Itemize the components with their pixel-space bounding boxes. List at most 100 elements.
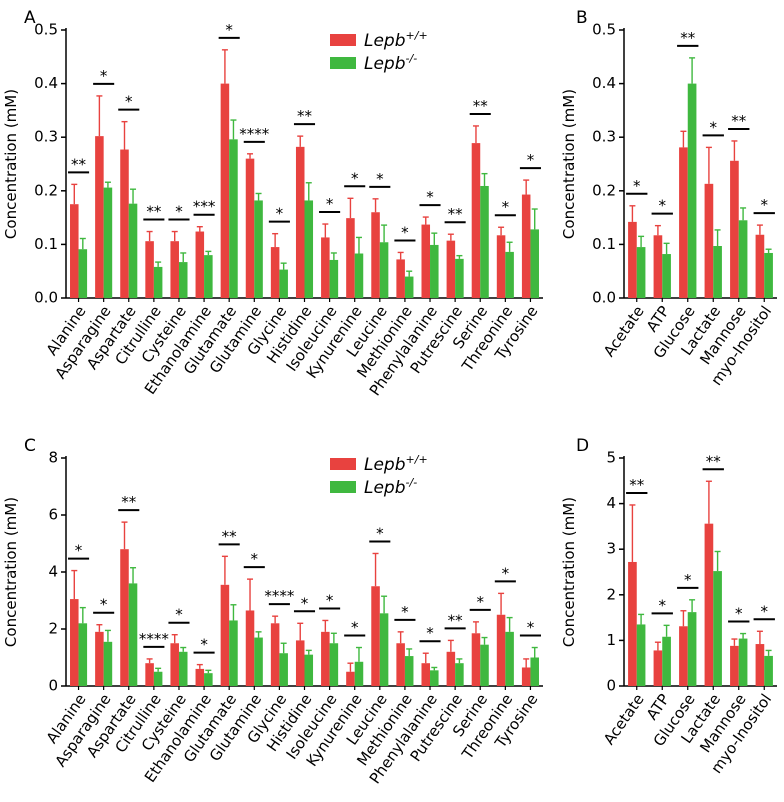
bar-lepb-wt [730,645,739,686]
significance-marker: ** [448,205,464,223]
legend-bottom: Lepb+/+Lepb-/- [330,453,428,498]
y-tick-label: 0.4 [592,74,616,92]
bar-lepb-ko [354,661,364,686]
bar-lepb-ko [430,670,439,686]
bar-lepb-wt [521,667,531,686]
bar-lepb-wt [245,610,255,686]
bar-lepb-ko [204,673,213,686]
legend-swatch-ko [330,57,356,69]
bar-lepb-ko [153,266,163,298]
y-axis-label: Concentration (mM) [2,89,20,239]
bar-lepb-wt [220,584,230,686]
significance-marker: * [351,619,359,637]
significance-marker: * [502,564,510,582]
panel-label: D [576,436,589,456]
bar-lepb-ko [480,644,489,686]
bar-lepb-ko [78,249,88,298]
bar-lepb-wt [245,158,255,298]
bar-lepb-ko [279,269,288,298]
bar-lepb-ko [687,612,697,686]
y-tick-label: 0 [606,677,616,695]
bar-lepb-ko [204,255,213,298]
y-tick-label: 0.0 [34,289,58,307]
significance-marker: ** [731,112,747,130]
bar-lepb-ko [128,203,138,298]
bar-lepb-wt [496,614,506,686]
significance-marker: * [527,619,535,637]
bar-lepb-wt [653,235,663,298]
panel-b: B 0.0 0.1 0.2 0.3 0.4 0.5 Concentration (mM) Ace… [560,8,777,389]
y-tick-label: 0.3 [34,128,58,146]
y-tick-label: 0.5 [592,21,616,39]
significance-marker: * [200,636,208,654]
bar-lepb-wt [521,194,531,298]
significance-marker: * [659,596,667,614]
significance-marker: ** [473,97,489,115]
significance-marker: * [100,596,108,614]
significance-marker: * [100,67,108,85]
y-tick-label: 3 [606,540,616,558]
legend-top: Lepb+/+Lepb-/- [330,29,428,74]
significance-marker: * [502,198,510,216]
significance-marker: ** [629,476,645,494]
bar-lepb-ko [636,247,646,298]
significance-marker: * [401,603,409,621]
bar-lepb-ko [764,655,773,686]
category-label: Acetate [600,691,648,749]
y-tick-label: 0.5 [34,21,58,39]
bar-lepb-wt [346,218,355,298]
bar-lepb-wt [730,160,739,298]
significance-marker: * [401,223,409,241]
bar-lepb-wt [120,149,129,298]
bar-lepb-wt [120,549,129,686]
bar-lepb-wt [628,561,637,686]
bar-lepb-ko [329,643,339,686]
bar-lepb-wt [220,83,230,298]
bar-lepb-ko [304,200,314,298]
significance-marker: * [710,118,718,136]
y-tick-label: 1 [606,631,616,649]
bar-lepb-ko [329,259,339,298]
significance-marker: * [376,170,384,188]
legend-text-wt: Lepb+/+ [364,453,428,475]
significance-marker: * [761,196,769,214]
y-tick-label: 0.1 [34,235,58,253]
bar-lepb-ko [379,613,389,686]
y-tick-label: 0.2 [592,181,616,199]
bar-lepb-ko [713,246,722,298]
significance-marker: * [301,594,309,612]
significance-marker: *** [193,198,216,216]
bar-lepb-ko [103,641,113,686]
y-tick-label: 0.3 [592,128,616,146]
significance-marker: * [175,203,183,221]
panel-label: B [576,8,588,28]
significance-marker: * [276,205,284,223]
significance-marker: ** [146,203,162,221]
bar-lepb-wt [195,231,205,298]
y-tick-label: 0 [48,677,58,695]
significance-marker: ** [297,107,313,125]
significance-marker: * [376,524,384,542]
bar-lepb-wt [95,136,104,298]
significance-marker: **** [264,587,295,605]
bar-lepb-ko [103,187,113,298]
significance-marker: * [125,93,133,111]
significance-marker: * [251,550,259,568]
bar-lepb-ko [304,654,314,686]
significance-marker: * [75,542,83,560]
significance-marker: * [225,21,233,39]
significance-marker: ** [121,493,137,511]
significance-marker: ** [706,452,722,470]
significance-marker: * [426,624,434,642]
bar-lepb-ko [713,571,722,686]
bar-lepb-wt [628,221,637,298]
bar-lepb-ko [229,620,238,686]
bar-lepb-wt [396,259,405,298]
bar-lepb-ko [404,656,414,686]
panel-label: A [24,8,36,28]
bar-lepb-wt [195,668,205,686]
y-tick-label: 2 [606,585,616,603]
